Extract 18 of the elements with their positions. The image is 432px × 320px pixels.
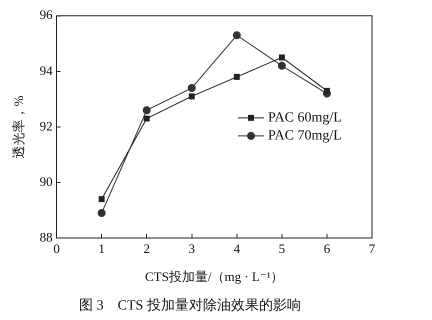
x-axis-title: CTS投加量/（mg · L⁻¹） xyxy=(144,268,284,284)
x-tick-label: 5 xyxy=(278,241,286,256)
x-tick-label: 0 xyxy=(53,241,60,256)
y-tick-label: 96 xyxy=(40,7,54,22)
y-tick-label: 88 xyxy=(40,229,53,244)
y-axis-title: 透光率，% xyxy=(11,95,26,158)
y-tick-label: 94 xyxy=(40,62,54,78)
x-tick-label: 4 xyxy=(234,241,241,256)
x-tick-label: 7 xyxy=(368,241,376,256)
legend-label: PAC 60mg/L xyxy=(268,110,342,126)
y-tick-label: 92 xyxy=(40,118,53,134)
x-tick-label: 1 xyxy=(98,241,105,256)
x-tick-label: 2 xyxy=(143,241,150,256)
legend-label: PAC 70mg/L xyxy=(268,128,342,144)
y-tick-label: 90 xyxy=(40,174,53,189)
x-tick-label: 3 xyxy=(188,241,196,256)
x-tick-label: 6 xyxy=(324,241,331,256)
text: 图 3 CTS 投加量对除油效果的影响 xyxy=(79,297,301,314)
